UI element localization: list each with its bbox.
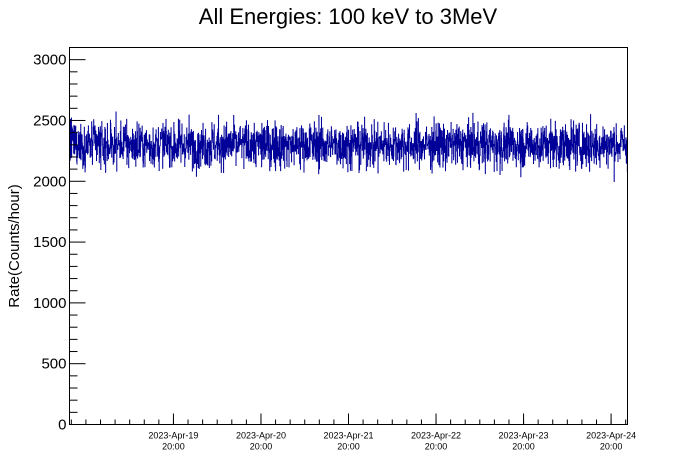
x-tick-date: 2023-Apr-22 — [411, 431, 461, 441]
x-tick-time: 20:00 — [250, 442, 273, 452]
x-tick-date: 2023-Apr-19 — [148, 431, 198, 441]
x-tick-time: 20:00 — [162, 442, 185, 452]
y-tick-label: 1000 — [33, 295, 66, 312]
y-tick-label: 1500 — [33, 234, 66, 251]
x-tick-time: 20:00 — [337, 442, 360, 452]
x-tick-date: 2023-Apr-21 — [323, 431, 373, 441]
chart-title: All Energies: 100 keV to 3MeV — [199, 4, 498, 29]
axis-layer: 0500100015002000250030002023-Apr-1920:00… — [33, 47, 636, 452]
series-rate-line — [69, 111, 628, 182]
y-tick-label: 3000 — [33, 52, 66, 69]
plot-frame — [69, 47, 628, 425]
y-tick-label: 2500 — [33, 112, 66, 129]
y-axis-label: Rate(Counts/hour) — [6, 184, 23, 307]
x-tick-date: 2023-Apr-23 — [499, 431, 549, 441]
y-tick-label: 2000 — [33, 173, 66, 190]
x-tick-date: 2023-Apr-24 — [586, 431, 636, 441]
x-tick-time: 20:00 — [425, 442, 448, 452]
x-tick-time: 20:00 — [600, 442, 623, 452]
x-tick-date: 2023-Apr-20 — [236, 431, 286, 441]
y-tick-label: 500 — [41, 356, 66, 373]
y-tick-label: 0 — [58, 417, 66, 434]
x-tick-time: 20:00 — [512, 442, 535, 452]
series-layer — [69, 111, 628, 182]
